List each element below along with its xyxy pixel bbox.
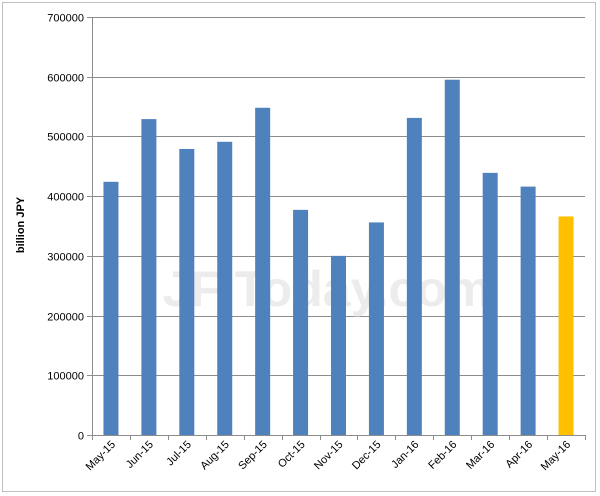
x-tick-label: Jan-16 bbox=[389, 439, 421, 471]
watermark-text: JF Today.com bbox=[163, 261, 492, 317]
x-tick-label: May-16 bbox=[539, 439, 573, 473]
bar-nov-15 bbox=[331, 255, 346, 435]
bar-jan-16 bbox=[406, 117, 422, 435]
x-tick-label: Sep-15 bbox=[236, 439, 270, 473]
x-tick-label: Nov-15 bbox=[312, 439, 346, 473]
bar-sep-15 bbox=[255, 107, 271, 435]
y-tick-labels: 0 100000 200000 300000 400000 500000 600000 700… bbox=[47, 13, 84, 443]
bar-may-15 bbox=[103, 181, 119, 435]
bars bbox=[103, 79, 574, 436]
y-tick-label: 0 bbox=[78, 431, 84, 443]
y-tick-label: 400000 bbox=[47, 192, 84, 204]
axes bbox=[92, 17, 585, 436]
y-tick-label: 200000 bbox=[47, 312, 84, 324]
x-tick-label: Dec-15 bbox=[350, 439, 384, 473]
bar-may-16 bbox=[558, 216, 574, 435]
x-tick-labels: May-15 Jun-15 Jul-15 Aug-15 Sep-15 Oct-15 Nov-… bbox=[84, 439, 574, 473]
bar-mar-16 bbox=[482, 172, 498, 435]
bar-apr-16 bbox=[520, 186, 536, 435]
y-axis-label: billion JPY bbox=[15, 196, 27, 253]
y-tick-label: 500000 bbox=[47, 132, 84, 144]
y-tick-label: 100000 bbox=[47, 371, 84, 383]
bar-oct-15 bbox=[293, 209, 309, 435]
x-tick-label: Jun-15 bbox=[124, 439, 156, 471]
x-tick-label: Apr-16 bbox=[503, 439, 535, 471]
x-tick-label: Mar-16 bbox=[464, 439, 497, 472]
bar-aug-15 bbox=[217, 141, 233, 435]
x-tick-label: Feb-16 bbox=[426, 439, 459, 472]
bar-jun-15 bbox=[141, 119, 157, 436]
bar-jul-15 bbox=[179, 148, 195, 435]
bar-feb-16 bbox=[444, 79, 460, 435]
y-tick-label: 700000 bbox=[47, 13, 84, 25]
y-tick-label: 300000 bbox=[47, 252, 84, 264]
y-tick-label: 600000 bbox=[47, 73, 84, 85]
bar-dec-15 bbox=[368, 222, 384, 435]
x-tick-label: Oct-15 bbox=[276, 439, 308, 471]
x-tick-label: Jul-15 bbox=[164, 439, 194, 469]
x-tick-label: Aug-15 bbox=[198, 439, 232, 473]
x-tick-label: May-15 bbox=[84, 439, 118, 473]
